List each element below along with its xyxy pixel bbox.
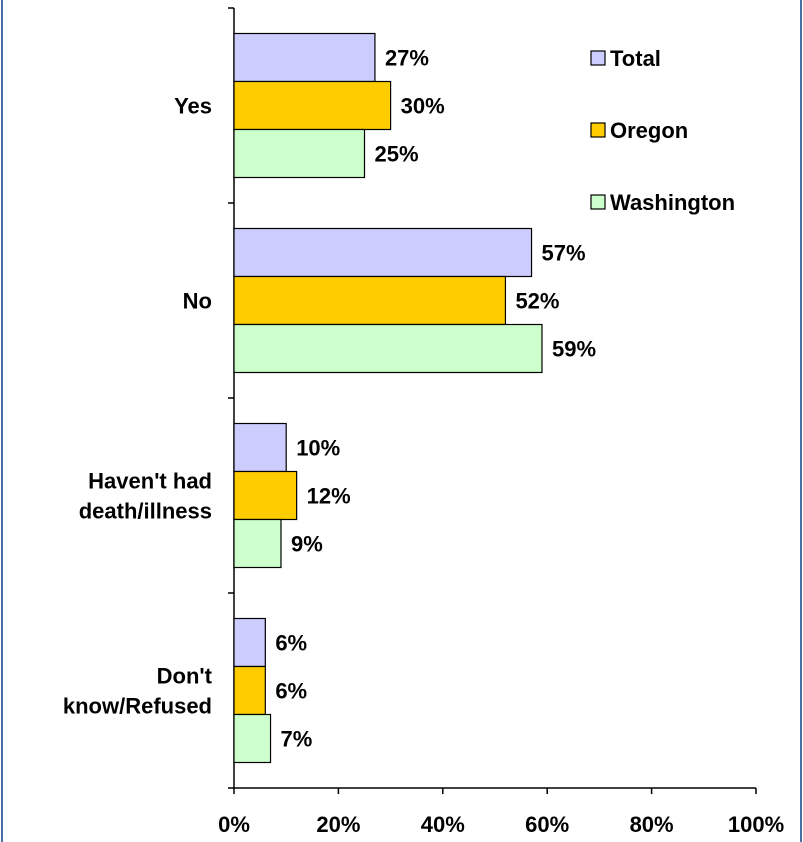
bar-washington [233, 518, 282, 569]
data-label: 27% [385, 46, 429, 71]
x-tick-label: 40% [421, 812, 465, 837]
bar-washington [233, 323, 543, 374]
bar-total [233, 32, 376, 83]
data-label: 6% [275, 631, 307, 656]
bar-washington [233, 128, 366, 179]
category-label: No [183, 289, 212, 314]
category-label: Yes [174, 94, 212, 119]
x-tick-label: 100% [728, 812, 784, 837]
legend-swatch-washington [590, 194, 606, 210]
legend-label: Oregon [610, 118, 688, 143]
bar-total [233, 227, 533, 278]
bar-oregon [233, 275, 507, 326]
data-label: 59% [552, 337, 596, 362]
data-label: 30% [401, 94, 445, 119]
bar-washington [233, 713, 272, 764]
data-label: 9% [291, 532, 323, 557]
data-label: 57% [542, 241, 586, 266]
data-labels: 27% 30% 25% 57% 52% 59% 10% 12% 9% 6% 6% 7% [275, 46, 596, 752]
bar-total [233, 422, 287, 473]
data-label: 10% [296, 436, 340, 461]
legend: Total Oregon Washington [590, 46, 735, 215]
x-tick-label: 0% [218, 812, 250, 837]
data-label: 7% [281, 727, 313, 752]
x-tick-label: 20% [316, 812, 360, 837]
data-label: 6% [275, 679, 307, 704]
data-label: 12% [307, 484, 351, 509]
bar-oregon [233, 80, 392, 131]
bar-oregon [233, 665, 266, 716]
legend-swatch-total [590, 50, 606, 66]
legend-label: Total [610, 46, 661, 71]
legend-label: Washington [610, 190, 735, 215]
axes: 0% 20% 40% 60% 80% 100% Yes No Haven't had death/… [63, 7, 784, 837]
bar-total [233, 617, 266, 668]
x-tick-label: 80% [630, 812, 674, 837]
legend-swatch-oregon [590, 122, 606, 138]
data-label: 25% [375, 142, 419, 167]
data-label: 52% [515, 289, 559, 314]
bars [233, 32, 543, 764]
bar-oregon [233, 470, 298, 521]
category-label: Haven't had death/illness [79, 469, 212, 524]
category-label: Don't know/Refused [63, 664, 213, 719]
x-tick-label: 60% [525, 812, 569, 837]
